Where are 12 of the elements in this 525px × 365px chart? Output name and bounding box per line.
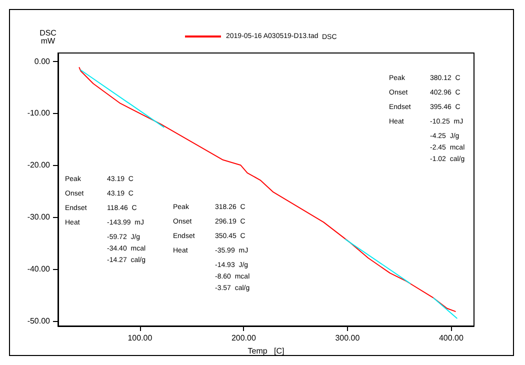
y-tick-label: -20.00	[27, 160, 51, 170]
y-tick-label: 0.00	[34, 56, 51, 66]
x-axis-title: Temp [C]	[248, 346, 284, 356]
y-tick-label: -30.00	[27, 212, 51, 222]
y-tick-label: -10.00	[27, 108, 51, 118]
y-tick-label: -50.00	[27, 316, 51, 326]
y-tick-label: -40.00	[27, 264, 51, 274]
x-tick-label: 200.00	[231, 334, 256, 342]
y-axis-title: DSC mW	[40, 28, 57, 46]
x-tick-label: 100.00	[128, 334, 153, 342]
x-tick-label: 300.00	[335, 334, 360, 342]
x-tick-label: 400.00	[438, 334, 464, 342]
